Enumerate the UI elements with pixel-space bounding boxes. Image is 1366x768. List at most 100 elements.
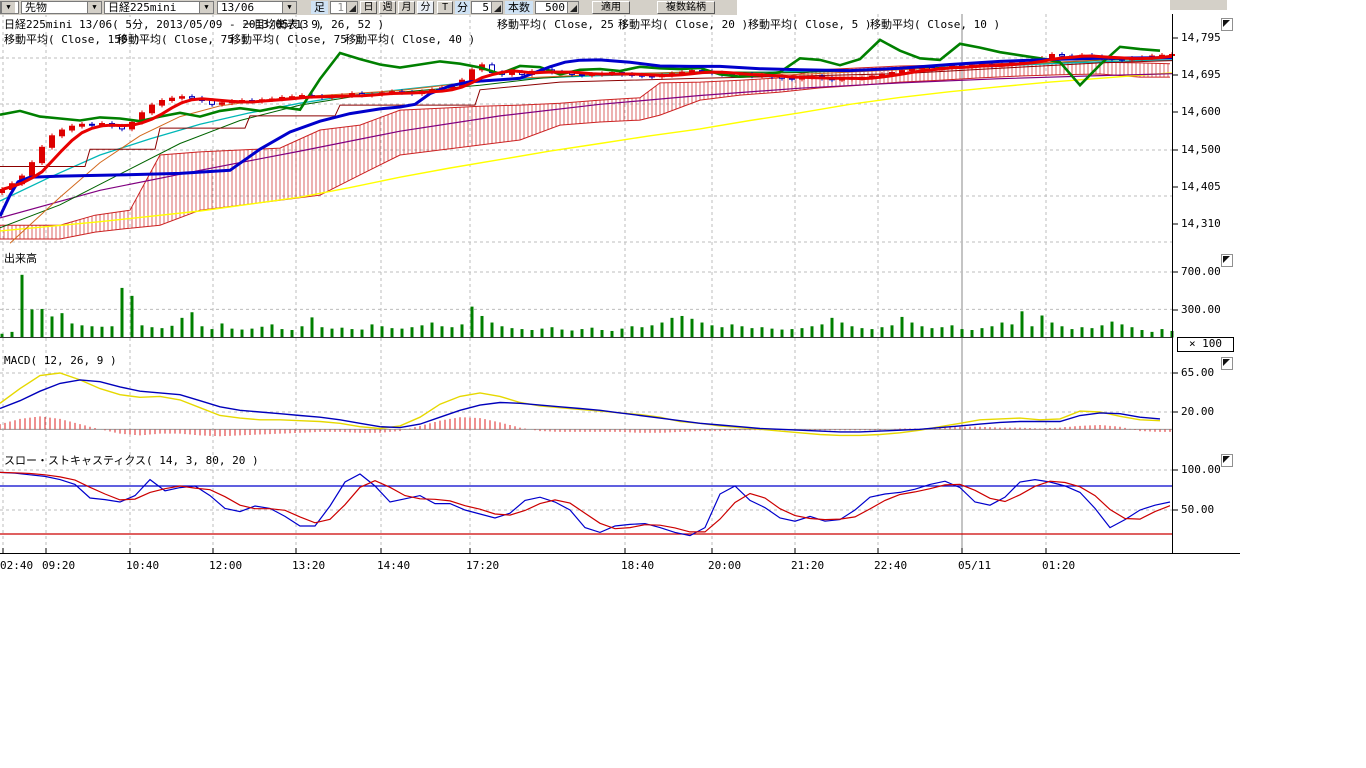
contract-month-value: 13/06 — [218, 2, 282, 13]
symbol-dropdown[interactable]: 日経225mini ▼ — [104, 1, 214, 14]
y-axis-label: 20.00 — [1181, 406, 1214, 418]
candle-body — [190, 97, 195, 99]
spinner-icon[interactable] — [567, 2, 578, 13]
candle-body — [30, 163, 35, 176]
stochastics-pane-label: スロー・ストキャスティクス( 14, 3, 80, 20 ) — [4, 455, 259, 467]
y-axis-label: 14,600 — [1181, 106, 1221, 118]
candle-body — [900, 71, 905, 73]
chevron-down-icon[interactable]: ▼ — [87, 2, 101, 13]
minute-spinner[interactable]: 5 — [471, 1, 503, 14]
candle-body — [150, 105, 155, 113]
daily-button[interactable]: 日 — [360, 1, 377, 14]
monthly-button[interactable]: 月 — [398, 1, 415, 14]
volume-pane-label: 出来高 — [4, 253, 37, 265]
y-axis-label: 50.00 — [1181, 504, 1214, 516]
x-axis-label: 01:20 — [1042, 560, 1075, 572]
spinner-icon[interactable] — [346, 2, 357, 13]
y-axis-label: 14,695 — [1181, 69, 1221, 81]
x-axis-label: 22:40 — [874, 560, 907, 572]
ashi-label: 足 — [311, 1, 328, 14]
candle-body — [170, 98, 175, 100]
bar-count-label: 本数 — [505, 1, 533, 14]
x-axis-label: 02:40 — [0, 560, 33, 572]
minute-value: 5 — [472, 2, 491, 13]
y-axis-label: 14,405 — [1181, 181, 1221, 193]
x-axis-label: 17:20 — [466, 560, 499, 572]
y-axis-label: 14,795 — [1181, 32, 1221, 44]
x-axis-label: 18:40 — [621, 560, 654, 572]
macd-pane-collapse-icon[interactable] — [1221, 357, 1233, 370]
y-axis-label: 100.00 — [1181, 464, 1221, 476]
chart-canvas — [0, 0, 1366, 768]
stoch-layer — [0, 472, 1172, 535]
x-axis-label: 21:20 — [791, 560, 824, 572]
ashi-count-value: 1 — [331, 2, 346, 13]
symbol-value: 日経225mini — [105, 2, 199, 13]
y-axis-label: 65.00 — [1181, 367, 1214, 379]
y-axis-label: 14,500 — [1181, 144, 1221, 156]
category-dropdown[interactable]: 先物 ▼ — [21, 1, 102, 14]
candle-body — [470, 70, 475, 80]
x-axis-label: 14:40 — [377, 560, 410, 572]
volume-pane-collapse-icon[interactable] — [1221, 254, 1233, 267]
macd-signal-line — [0, 380, 1160, 432]
spinner-icon[interactable] — [491, 2, 502, 13]
candle-body — [180, 97, 185, 99]
ashi-count-spinner[interactable]: 1 — [330, 1, 358, 14]
minute-unit-label: 分 — [455, 1, 470, 14]
candle-body — [160, 101, 165, 106]
chevron-down-icon[interactable]: ▼ — [282, 2, 296, 13]
axes — [0, 14, 1240, 554]
y-gridlines — [0, 58, 1172, 510]
bar-count-spinner[interactable]: 500 — [535, 1, 579, 14]
weekly-button[interactable]: 週 — [379, 1, 396, 14]
macd-layer — [0, 373, 1172, 436]
candle-body — [50, 136, 55, 148]
mini-dropdown[interactable]: ▼ — [0, 1, 19, 14]
legend-item: 移動平均( Close, 75 ) — [230, 34, 360, 46]
x-axis-label: 12:00 — [209, 560, 242, 572]
x-axis-label: 10:40 — [126, 560, 159, 572]
candle-body — [220, 103, 225, 105]
y-axis-label: 14,310 — [1181, 218, 1221, 230]
multi-symbol-button[interactable]: 複数銘柄 — [657, 1, 715, 14]
x-axis-label: 20:00 — [708, 560, 741, 572]
legend-item: 移動平均( Close, 40 ) — [345, 34, 475, 46]
candle-body — [80, 124, 85, 126]
y-axis-label: 300.00 — [1181, 304, 1221, 316]
legend-item: 移動平均( Close, 5 ) — [748, 19, 871, 31]
volume-multiplier-box: × 100 — [1177, 337, 1234, 352]
candle-body — [690, 71, 695, 73]
category-value: 先物 — [22, 2, 87, 13]
candle-body — [70, 126, 75, 130]
ichimoku-cloud — [0, 62, 1170, 239]
bar-count-value: 500 — [536, 2, 567, 13]
candle-body — [580, 74, 585, 75]
macd-pane-label: MACD( 12, 26, 9 ) — [4, 355, 117, 367]
legend-item: 移動平均( Close, 25 ) — [497, 19, 627, 31]
legend-item: 一目均衡表( 9, 26, 52 ) — [243, 19, 384, 31]
candle-body — [60, 130, 65, 136]
volume-bars — [0, 275, 1172, 338]
y-axis-label: 700.00 — [1181, 266, 1221, 278]
minute-button[interactable]: 分 — [417, 1, 434, 14]
macd-line — [0, 373, 1160, 435]
legend-item: 移動平均( Close, 75 ) — [117, 34, 247, 46]
chevron-down-icon[interactable]: ▼ — [1, 2, 15, 13]
candle-body — [40, 147, 45, 162]
chart-application-window: ▼ 先物 ▼ 日経225mini ▼ 13/06 ▼ 足 1 日 週 月 分 T… — [0, 0, 1366, 768]
toolbar-patch — [1170, 0, 1227, 10]
chevron-down-icon[interactable]: ▼ — [199, 2, 213, 13]
x-axis-label: 09:20 — [42, 560, 75, 572]
candle-body — [90, 124, 95, 125]
stoch-k-line — [0, 472, 1170, 535]
tick-button[interactable]: T — [437, 1, 453, 14]
legend-item: 移動平均( Close, 10 ) — [870, 19, 1000, 31]
toolbar: ▼ 先物 ▼ 日経225mini ▼ 13/06 ▼ 足 1 日 週 月 分 T… — [0, 0, 737, 15]
candle-body — [1060, 54, 1065, 56]
apply-button[interactable]: 適用 — [592, 1, 630, 14]
contract-month-dropdown[interactable]: 13/06 ▼ — [217, 1, 297, 14]
stoch-pane-collapse-icon[interactable] — [1221, 454, 1233, 467]
price-pane-collapse-icon[interactable] — [1221, 18, 1233, 31]
x-axis-label: 13:20 — [292, 560, 325, 572]
